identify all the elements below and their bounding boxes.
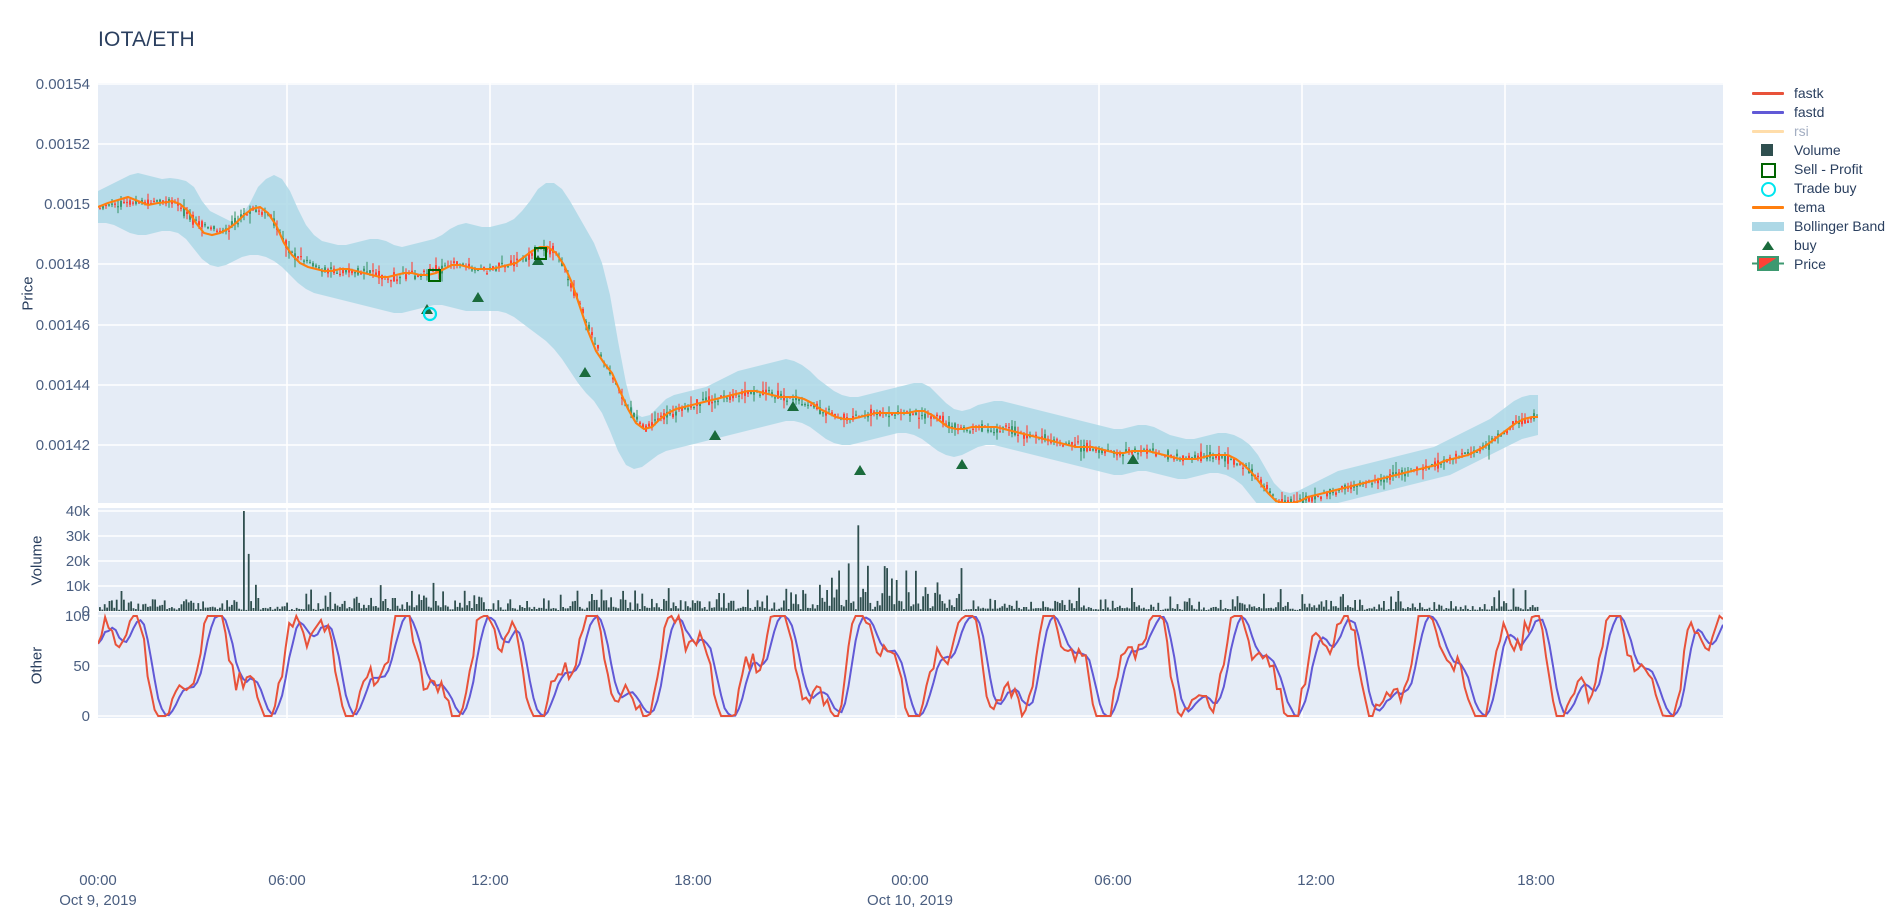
open-circle-swatch-icon	[1750, 178, 1786, 197]
price-plot	[98, 83, 1723, 503]
price-ytick-3: 0.00148	[35, 256, 90, 273]
bollinger-band	[98, 173, 1538, 503]
tema-line	[98, 195, 1538, 503]
volume-ytick-2: 20k	[65, 553, 90, 570]
xtick-date-0: Oct 9, 2019	[59, 892, 137, 909]
line-swatch-icon	[1750, 102, 1786, 121]
xtick-date-1: Oct 10, 2019	[867, 892, 953, 909]
volume-ytick-3: 10k	[65, 578, 90, 595]
xtick-5: 06:00	[1094, 872, 1132, 889]
volume-gridlines	[98, 508, 1723, 613]
filled-square-swatch-icon	[1750, 140, 1786, 159]
price-ytick-6: 0.00142	[35, 437, 90, 454]
legend: fastk fastd rsi Volume Sell - Profit Tra…	[1750, 83, 1888, 273]
volume-bars	[99, 511, 1539, 611]
price-ytick-0: 0.00154	[35, 76, 90, 93]
xtick-2: 12:00	[471, 872, 509, 889]
volume-ytick-1: 30k	[65, 528, 90, 545]
sell-profit-markers	[428, 247, 547, 282]
legend-item-trade-buy[interactable]: Trade buy	[1750, 178, 1888, 197]
legend-item-fastk[interactable]: fastk	[1750, 83, 1888, 102]
trade-buy-markers	[422, 306, 438, 322]
volume-plot	[98, 508, 1723, 613]
candlestick-swatch-icon	[1750, 254, 1786, 273]
volume-ytick-0: 40k	[65, 503, 90, 520]
xtick-1: 06:00	[268, 872, 306, 889]
price-ytick-4: 0.00146	[35, 317, 90, 334]
legend-label: Trade buy	[1794, 179, 1857, 196]
open-square-swatch-icon	[1750, 159, 1786, 178]
fastd-line	[98, 614, 1723, 718]
price-ytick-1: 0.00152	[35, 136, 90, 153]
xtick-0: 00:00	[79, 872, 117, 889]
legend-label: Sell - Profit	[1794, 160, 1863, 177]
other-plot	[98, 613, 1723, 718]
line-swatch-icon	[1750, 197, 1786, 216]
band-swatch-icon	[1750, 216, 1786, 235]
legend-item-buy[interactable]: buy	[1750, 235, 1888, 254]
triangle-up-swatch-icon	[1750, 235, 1786, 254]
buy-markers	[421, 255, 1139, 475]
legend-item-rsi[interactable]: rsi	[1750, 121, 1888, 140]
fastk-line	[98, 613, 1723, 718]
xtick-6: 12:00	[1297, 872, 1335, 889]
xtick-7: 18:00	[1517, 872, 1555, 889]
legend-label: rsi	[1794, 122, 1809, 139]
xtick-4: 00:00	[891, 872, 929, 889]
other-ytick-0: 100	[64, 608, 90, 625]
price-ytick-2: 0.0015	[44, 196, 90, 213]
other-ytick-2: 0	[81, 708, 90, 725]
other-ytick-1: 50	[73, 658, 90, 675]
legend-item-bollinger-band[interactable]: Bollinger Band	[1750, 216, 1888, 235]
legend-label: fastd	[1794, 103, 1825, 120]
legend-label: tema	[1794, 198, 1826, 215]
legend-item-tema[interactable]: tema	[1750, 197, 1888, 216]
price-ytick-5: 0.00144	[35, 377, 90, 394]
line-swatch-icon	[1750, 121, 1786, 140]
legend-item-volume[interactable]: Volume	[1750, 140, 1888, 159]
legend-item-fastd[interactable]: fastd	[1750, 102, 1888, 121]
legend-item-price[interactable]: Price	[1750, 254, 1888, 273]
page-title: IOTA/ETH	[98, 28, 195, 51]
legend-label: Volume	[1794, 141, 1841, 158]
legend-label: buy	[1794, 236, 1817, 253]
volume-ytick-4: 0	[81, 603, 90, 620]
xtick-3: 18:00	[674, 872, 712, 889]
legend-item-sell-profit[interactable]: Sell - Profit	[1750, 159, 1888, 178]
line-swatch-icon	[1750, 83, 1786, 102]
legend-label: fastk	[1794, 84, 1824, 101]
legend-label: Price	[1794, 255, 1826, 272]
legend-label: Bollinger Band	[1794, 217, 1886, 234]
